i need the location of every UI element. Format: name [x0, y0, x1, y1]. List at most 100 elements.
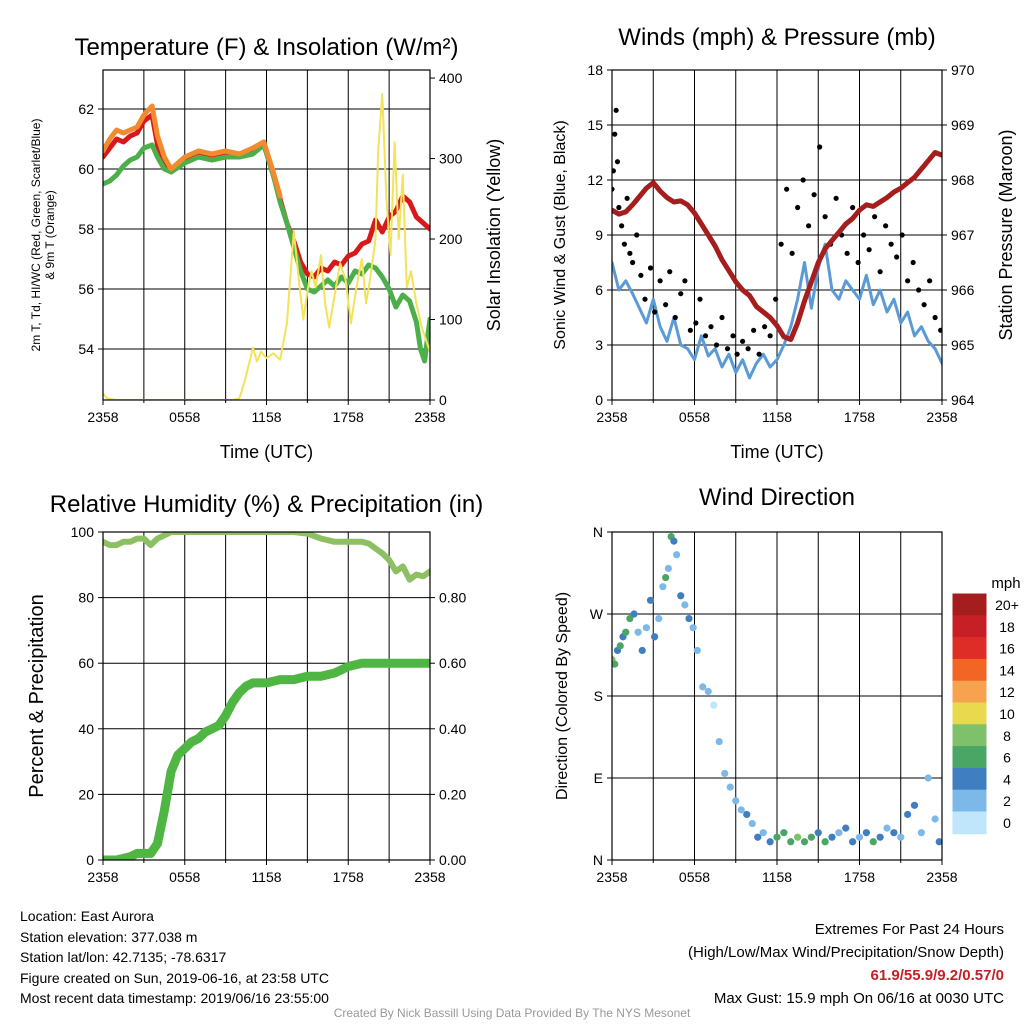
max-gust-text: Max Gust: 15.9 mph On 06/16 at 0030 UTC	[713, 990, 1004, 1007]
colorbar-label: 6	[1003, 750, 1011, 766]
station-info: Location: East Aurora Station elevation:…	[20, 906, 329, 1009]
colorbar-swatch	[952, 724, 987, 748]
y-tick-label: E	[594, 770, 603, 786]
x-tick-label: 1758	[333, 869, 364, 885]
colorbar-swatch	[952, 593, 987, 617]
gust-point	[817, 144, 823, 150]
gust-point	[702, 333, 709, 339]
plot-frame	[611, 69, 943, 401]
gust-point	[833, 195, 839, 201]
x-tick-label: 1758	[333, 409, 364, 425]
direction-point	[693, 646, 701, 655]
gust-point	[773, 296, 779, 302]
direction-point	[897, 833, 905, 841]
colorbar-label: 4	[1003, 771, 1011, 787]
direction-point	[726, 783, 734, 791]
y2-tick-label: 965	[951, 337, 975, 353]
y-tick-label: 20	[78, 786, 94, 802]
y-tick-label: 18	[587, 62, 603, 78]
direction-point	[659, 583, 667, 591]
direction-point	[931, 815, 939, 823]
colorbar-swatch	[952, 746, 987, 769]
y2-tick-label: 300	[439, 151, 463, 167]
direction-point	[890, 829, 898, 837]
direction-point	[814, 829, 822, 837]
y2-tick-label: 400	[439, 70, 463, 86]
colorbar-label: 0	[1003, 815, 1011, 831]
direction-point	[883, 824, 891, 832]
extremes-title: Extremes For Past 24 Hours	[814, 921, 1004, 938]
gust-point	[910, 259, 916, 266]
gust-point	[678, 291, 684, 297]
direction-point	[855, 833, 864, 841]
gust-point	[682, 278, 688, 284]
colorbar-swatch	[952, 767, 987, 791]
direction-point	[766, 838, 774, 846]
gust-point	[621, 241, 627, 247]
direction-point	[646, 596, 655, 604]
series-line-td	[103, 142, 430, 364]
y-tick-label: 40	[78, 721, 94, 737]
x-tick-label: 1758	[844, 409, 875, 425]
y-tick-label: 9	[595, 227, 603, 243]
direction-point	[876, 833, 884, 841]
gust-point	[932, 314, 938, 321]
direction-point	[699, 683, 707, 691]
plot-frame	[102, 531, 431, 861]
gust-point	[638, 272, 644, 278]
gust-point	[806, 223, 812, 229]
series-line-9m-t	[103, 103, 283, 199]
gust-point	[713, 342, 720, 348]
x-tick-label: 1158	[251, 409, 281, 425]
y2-tick-label: 0.00	[439, 852, 466, 868]
y-tick-label: 12	[587, 172, 603, 188]
y2-tick-label: 0.60	[439, 655, 466, 671]
direction-point	[704, 687, 712, 696]
gust-point	[687, 327, 693, 333]
direction-point	[780, 829, 788, 837]
direction-point	[715, 737, 723, 746]
y2-axis-label: Station Pressure (Maroon)	[996, 129, 1016, 340]
x-tick-label: 2358	[926, 869, 957, 885]
gust-point	[888, 241, 894, 247]
gust-point	[619, 223, 625, 229]
y-tick-label: 6	[595, 282, 603, 298]
colorbar-label: 12	[999, 684, 1015, 700]
gust-point	[614, 159, 621, 165]
direction-point	[807, 833, 815, 841]
gust-point	[916, 287, 922, 293]
gust-point	[630, 259, 636, 266]
gust-point	[612, 168, 616, 174]
direction-point	[655, 614, 663, 623]
direction-point	[754, 833, 762, 841]
direction-point	[743, 810, 751, 819]
direction-point	[638, 646, 646, 655]
direction-point	[759, 829, 767, 837]
direction-point	[862, 829, 870, 837]
direction-point	[622, 628, 630, 636]
y2-tick-label: 970	[951, 62, 975, 78]
direction-point	[685, 614, 693, 623]
direction-point	[677, 592, 685, 600]
direction-point	[787, 838, 795, 846]
y-tick-label: 62	[78, 101, 94, 117]
gust-point	[877, 269, 883, 275]
direction-point	[835, 829, 843, 837]
colorbar-swatch	[952, 811, 987, 835]
y-axis-label: & 9m T (Orange)	[43, 190, 57, 280]
y-tick-label: 0	[86, 852, 94, 868]
gust-point	[734, 351, 740, 357]
colorbar-label: 14	[999, 662, 1015, 678]
gust-point	[697, 296, 703, 302]
y-tick-label: 60	[78, 655, 94, 671]
y-tick-label: 58	[78, 221, 94, 237]
created-text: Figure created on Sun, 2019-06-16, at 23…	[20, 969, 329, 986]
series-line-precipitation	[103, 658, 430, 860]
direction-point	[924, 774, 932, 782]
gust-point	[724, 346, 731, 352]
gust-point	[855, 259, 861, 266]
gust-point	[634, 232, 640, 238]
direction-point	[626, 614, 634, 623]
y-tick-label: 100	[71, 524, 95, 540]
